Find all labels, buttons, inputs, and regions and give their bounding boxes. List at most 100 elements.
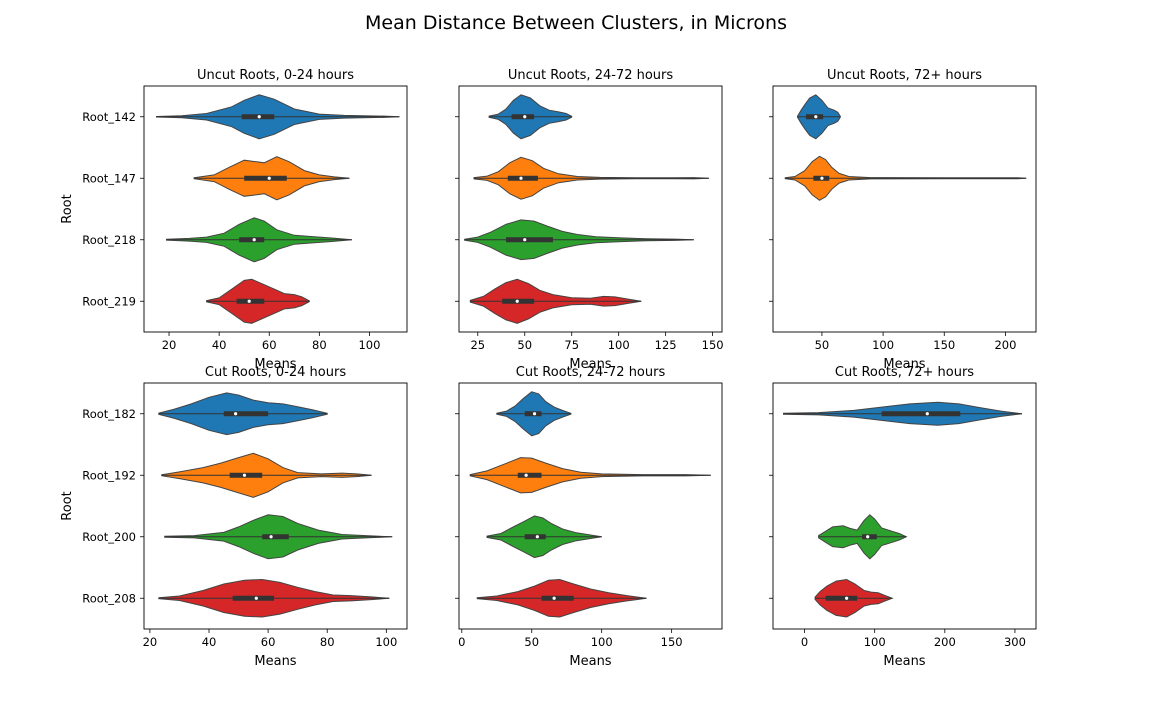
violin-root_218 — [166, 217, 352, 263]
x-tick-label: 100 — [591, 635, 613, 649]
x-tick-label: 125 — [655, 338, 677, 352]
x-tick-label: 100 — [358, 338, 380, 352]
x-tick-label: 100 — [872, 338, 894, 352]
figure-title: Mean Distance Between Clusters, in Micro… — [365, 12, 787, 34]
violin-root_200 — [818, 514, 908, 560]
y-axis-label: Root — [60, 491, 75, 520]
y-tick-label: Root_182 — [82, 407, 136, 421]
x-tick-label: 40 — [212, 338, 227, 352]
iqr-box — [862, 534, 877, 540]
x-axis-label: Means — [569, 357, 611, 372]
y-tick-label: Root_208 — [82, 591, 136, 605]
x-tick-label: 150 — [661, 635, 683, 649]
x-tick-label: 150 — [933, 338, 955, 352]
median-marker — [820, 176, 824, 180]
y-tick-label: Root_192 — [82, 468, 136, 482]
violin-root_142 — [488, 94, 573, 140]
median-marker — [866, 535, 870, 539]
x-axis-label: Means — [569, 654, 611, 669]
subplot-5: Cut Roots, 24-72 hours 0 50 100 150 Means — [455, 365, 723, 669]
x-tick-label: 200 — [934, 635, 956, 649]
x-axis-label: Means — [254, 654, 296, 669]
median-marker — [523, 238, 527, 242]
median-marker — [524, 473, 528, 477]
iqr-box — [507, 175, 538, 181]
violin-root_147 — [473, 156, 709, 200]
x-axis-label: Means — [254, 357, 296, 372]
x-tick-label: 100 — [375, 635, 397, 649]
iqr-box — [541, 595, 574, 601]
x-tick-label: 50 — [524, 635, 539, 649]
x-tick-label: 20 — [162, 338, 177, 352]
y-tick-label: Root_147 — [82, 171, 136, 185]
violin-root_208 — [814, 578, 894, 618]
axes-frame — [143, 382, 408, 630]
violin-root_182 — [496, 391, 572, 437]
violin-root_192 — [161, 452, 372, 498]
violin-root_218 — [464, 219, 694, 261]
y-axis-label: Root — [60, 194, 75, 223]
violin-root_200 — [486, 515, 602, 559]
violin-root_192 — [469, 457, 711, 494]
x-tick-label: 40 — [202, 635, 217, 649]
median-marker — [234, 412, 238, 416]
iqr-box — [511, 114, 535, 120]
y-tick-label: Root_218 — [82, 233, 136, 247]
violin-root_147 — [193, 156, 350, 201]
violin-root_200 — [164, 514, 393, 560]
axes-frame — [458, 382, 723, 630]
x-tick-label: 25 — [470, 338, 485, 352]
subplot-title: Cut Roots, 0-24 hours — [205, 365, 346, 380]
iqr-box — [232, 595, 275, 601]
x-tick-label: 80 — [320, 635, 335, 649]
median-marker — [519, 176, 523, 180]
x-tick-label: 100 — [608, 338, 630, 352]
median-marker — [523, 115, 527, 119]
violin-root_208 — [158, 578, 390, 618]
x-tick-label: 0 — [458, 635, 465, 649]
median-marker — [532, 412, 537, 416]
violin-root_219 — [469, 278, 642, 324]
x-tick-label: 50 — [815, 338, 830, 352]
subplot-6: Cut Roots, 72+ hours 0 100 200 300 Means — [769, 365, 1037, 669]
median-marker — [515, 299, 519, 303]
y-tick-label: Root_219 — [82, 294, 136, 308]
axes-frame — [772, 382, 1037, 630]
x-axis-label: Means — [883, 654, 925, 669]
violin-root_147 — [784, 155, 1027, 201]
median-marker — [535, 535, 539, 539]
y-tick-label: Root_200 — [82, 530, 136, 544]
x-tick-label: 60 — [262, 338, 277, 352]
y-tick-label: Root_142 — [82, 110, 136, 124]
median-marker — [269, 535, 273, 539]
iqr-box — [223, 411, 269, 417]
iqr-box — [517, 472, 542, 478]
x-tick-label: 0 — [801, 635, 808, 649]
violin-root_142 — [156, 94, 400, 140]
median-marker — [925, 412, 929, 416]
x-tick-label: 50 — [517, 338, 532, 352]
subplot-title: Uncut Roots, 0-24 hours — [197, 68, 354, 83]
x-axis-label: Means — [883, 357, 925, 372]
median-marker — [252, 238, 256, 242]
subplot-grid: Uncut Roots, 0-24 hours 20 40 60 80 100 Root_1… — [60, 68, 1037, 669]
subplot-2: Uncut Roots, 24-72 hours 25 50 75 100 125 150 M… — [455, 68, 724, 372]
iqr-box — [825, 595, 858, 601]
axes-frame — [143, 85, 408, 333]
axes-frame — [458, 85, 723, 333]
subplot-title: Cut Roots, 24-72 hours — [516, 365, 666, 380]
subplot-title: Uncut Roots, 24-72 hours — [508, 68, 674, 83]
violin-root_208 — [476, 578, 647, 618]
violin-root_182 — [158, 392, 328, 436]
iqr-box — [881, 411, 961, 417]
x-tick-label: 60 — [261, 635, 276, 649]
subplot-4: Cut Roots, 0-24 hours 20 40 60 80 100 Root_182… — [60, 365, 408, 669]
median-marker — [267, 176, 271, 180]
axes-frame — [772, 85, 1037, 333]
median-marker — [254, 596, 258, 600]
subplot-1: Uncut Roots, 0-24 hours 20 40 60 80 100 Root_1… — [60, 68, 408, 372]
x-tick-label: 200 — [994, 338, 1016, 352]
iqr-box — [244, 175, 287, 181]
median-marker — [257, 115, 261, 119]
